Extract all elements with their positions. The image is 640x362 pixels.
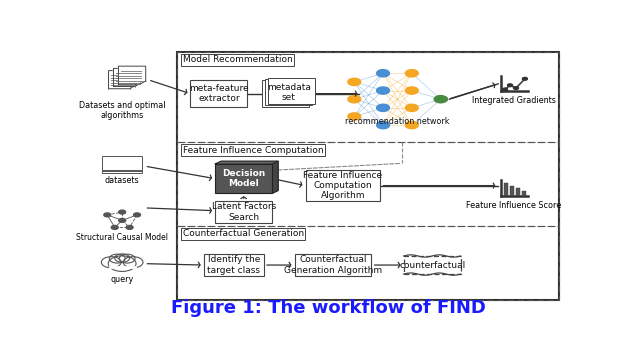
FancyBboxPatch shape [265, 79, 312, 105]
Circle shape [118, 219, 125, 222]
Circle shape [108, 256, 136, 272]
Text: datasets: datasets [105, 176, 140, 185]
Circle shape [502, 88, 508, 91]
Text: Figure 1: The workflow of FIND: Figure 1: The workflow of FIND [171, 299, 485, 317]
FancyBboxPatch shape [504, 183, 508, 196]
FancyBboxPatch shape [215, 201, 272, 223]
FancyBboxPatch shape [294, 254, 371, 276]
Circle shape [118, 210, 125, 214]
Polygon shape [215, 161, 278, 164]
Polygon shape [113, 68, 141, 87]
FancyBboxPatch shape [522, 191, 526, 196]
Circle shape [119, 254, 135, 263]
Polygon shape [109, 71, 136, 89]
Text: Decision
Model: Decision Model [222, 169, 266, 188]
Circle shape [376, 104, 390, 111]
Circle shape [508, 84, 513, 87]
Polygon shape [272, 161, 278, 193]
Circle shape [111, 226, 118, 230]
Text: recommendation network: recommendation network [345, 117, 450, 126]
Circle shape [348, 78, 361, 85]
Circle shape [405, 122, 419, 129]
Text: meta-feature
extractor: meta-feature extractor [189, 84, 249, 103]
Text: query: query [111, 275, 134, 284]
Text: Structural Causal Model: Structural Causal Model [76, 233, 168, 242]
Text: counterfactual: counterfactual [399, 261, 465, 270]
FancyBboxPatch shape [102, 159, 142, 173]
Circle shape [126, 226, 133, 230]
FancyBboxPatch shape [102, 156, 142, 170]
Circle shape [348, 113, 361, 120]
Circle shape [115, 254, 130, 262]
Text: Counterfactual Generation: Counterfactual Generation [182, 230, 304, 238]
Circle shape [405, 87, 419, 94]
Circle shape [522, 77, 527, 80]
FancyBboxPatch shape [102, 157, 142, 171]
Circle shape [405, 70, 419, 77]
Text: Integrated Gradients: Integrated Gradients [472, 96, 556, 105]
Polygon shape [118, 66, 146, 84]
FancyBboxPatch shape [306, 170, 380, 201]
Circle shape [104, 213, 111, 217]
Circle shape [376, 122, 390, 129]
Circle shape [513, 87, 518, 89]
Circle shape [134, 213, 141, 217]
Text: Feature Influence Computation: Feature Influence Computation [182, 146, 323, 155]
FancyBboxPatch shape [190, 80, 248, 107]
Text: Counterfactual
Generation Algorithm: Counterfactual Generation Algorithm [284, 255, 382, 275]
FancyBboxPatch shape [404, 256, 461, 274]
Circle shape [101, 257, 121, 268]
FancyBboxPatch shape [510, 186, 514, 196]
FancyBboxPatch shape [516, 188, 520, 196]
Circle shape [376, 70, 390, 77]
FancyBboxPatch shape [262, 80, 309, 107]
Circle shape [376, 87, 390, 94]
Circle shape [348, 96, 361, 103]
Circle shape [434, 96, 447, 103]
FancyBboxPatch shape [268, 77, 316, 104]
Text: Feature Influence Score: Feature Influence Score [467, 201, 562, 210]
FancyBboxPatch shape [215, 164, 272, 193]
Text: Model Recommendation: Model Recommendation [182, 55, 292, 64]
Circle shape [405, 104, 419, 111]
Circle shape [438, 97, 447, 102]
FancyBboxPatch shape [204, 254, 264, 276]
Circle shape [109, 254, 125, 263]
Text: metadata
set: metadata set [267, 83, 311, 102]
Circle shape [123, 257, 143, 268]
Text: Latent Factors
Search: Latent Factors Search [212, 202, 276, 222]
Text: Feature Influence
Computation
Algorithm: Feature Influence Computation Algorithm [303, 171, 383, 201]
Text: Datasets and optimal
algorithms: Datasets and optimal algorithms [79, 101, 165, 120]
Text: Identify the
target class: Identify the target class [207, 255, 260, 275]
